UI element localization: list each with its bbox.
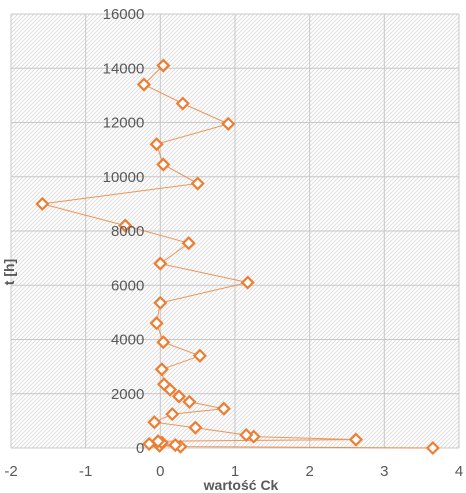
y-tick-label: 10000 xyxy=(103,169,145,186)
series-layer xyxy=(35,58,440,456)
data-point-marker xyxy=(239,427,254,443)
y-axis-title: t [h] xyxy=(1,259,17,285)
x-tick-label: 4 xyxy=(455,463,463,480)
data-point-marker xyxy=(425,440,440,456)
x-tick-label: 2 xyxy=(305,463,313,480)
y-tick-label: 14000 xyxy=(103,60,145,77)
data-point-marker xyxy=(118,218,133,233)
tick-labels: 0 2000 4000 6000 8000 10000 12000 14000 16000 -2 -… xyxy=(4,6,463,480)
y-tick-label: 16000 xyxy=(103,6,145,23)
data-point-marker xyxy=(221,116,236,131)
data-point-marker xyxy=(190,176,205,191)
x-axis-title: wartość Ck xyxy=(203,477,279,493)
y-tick-label: 8000 xyxy=(111,223,144,240)
y-tick-label: 2000 xyxy=(111,386,144,403)
y-tick-label: 6000 xyxy=(111,277,144,294)
data-point-marker xyxy=(156,58,171,73)
data-point-marker xyxy=(156,157,171,172)
y-tick-label: 12000 xyxy=(103,115,145,132)
data-point-marker xyxy=(168,437,183,453)
data-point-marker xyxy=(153,295,168,310)
data-point-marker xyxy=(149,137,164,152)
data-point-marker xyxy=(182,394,197,409)
data-point-marker xyxy=(157,377,172,392)
data-point-marker xyxy=(35,196,50,211)
data-point-marker xyxy=(149,316,164,331)
data-point-marker xyxy=(348,432,364,447)
data-point-marker xyxy=(136,77,151,92)
y-tick-label: 0 xyxy=(136,440,144,457)
data-point-marker xyxy=(171,389,187,404)
data-point-marker xyxy=(154,362,169,377)
gridlines xyxy=(10,13,460,449)
data-point-marker xyxy=(175,96,190,111)
data-point-marker xyxy=(156,335,171,350)
data-point-marker xyxy=(240,275,255,290)
x-tick-label: 0 xyxy=(156,463,164,480)
x-tick-label: -1 xyxy=(79,463,92,480)
data-point-marker xyxy=(181,236,196,251)
x-tick-label: 1 xyxy=(231,463,239,480)
data-point-marker xyxy=(147,415,162,430)
data-point-marker xyxy=(216,401,231,416)
data-point-marker xyxy=(188,420,203,435)
data-point-marker xyxy=(151,434,166,449)
x-tick-label: 3 xyxy=(380,463,388,480)
y-tick-label: 4000 xyxy=(111,332,144,349)
data-point-marker xyxy=(192,348,207,363)
data-point-marker xyxy=(165,407,180,422)
data-point-marker xyxy=(153,256,168,271)
x-tick-label: -2 xyxy=(4,463,17,480)
